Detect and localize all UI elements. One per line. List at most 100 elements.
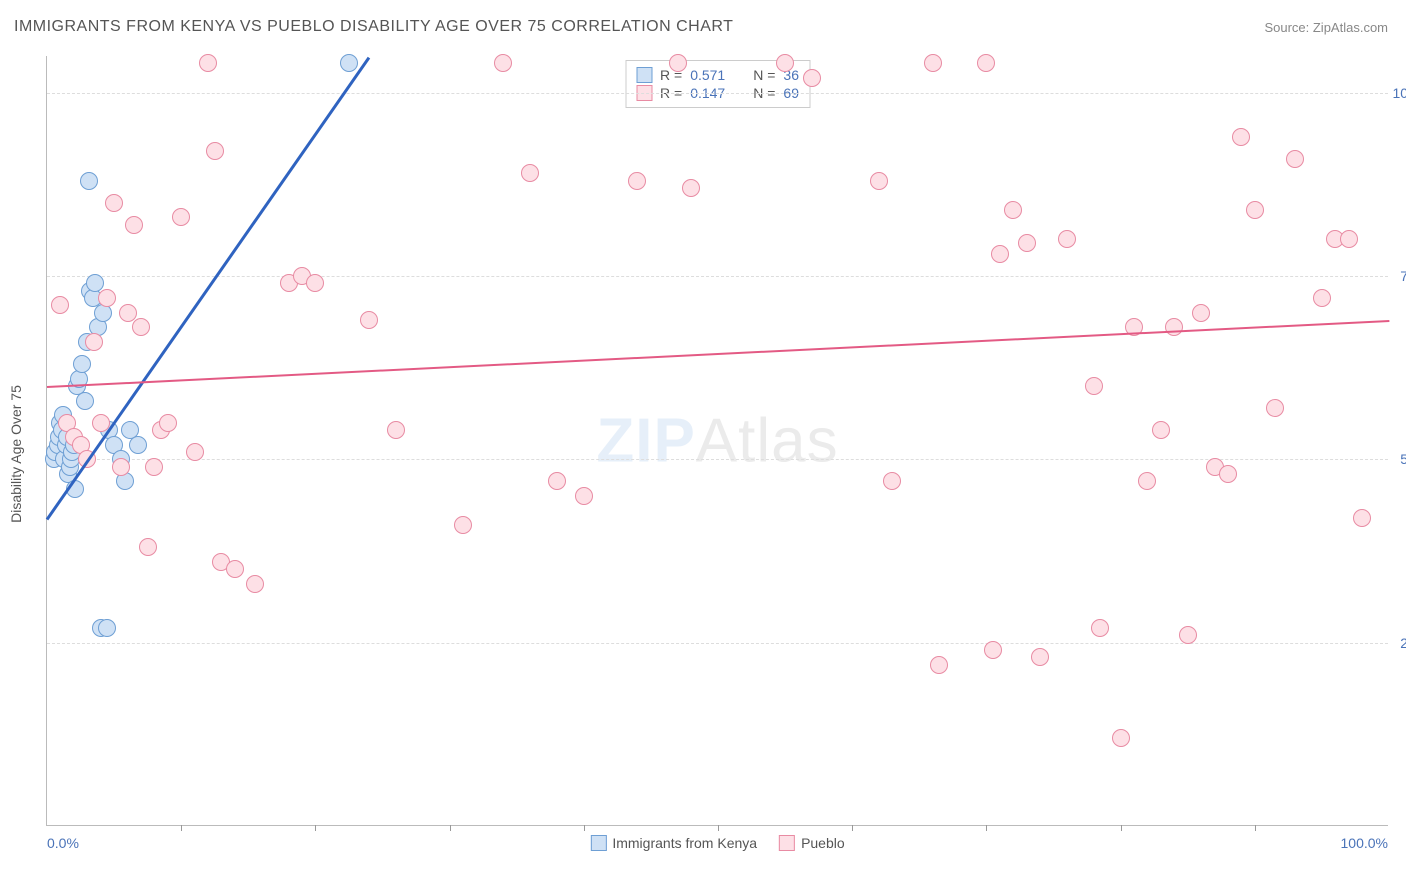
scatter-point — [125, 216, 143, 234]
scatter-point — [1165, 318, 1183, 336]
legend-n-label: N = — [753, 67, 775, 83]
scatter-point — [803, 69, 821, 87]
scatter-point — [139, 538, 157, 556]
scatter-point — [1353, 509, 1371, 527]
scatter-point — [1246, 201, 1264, 219]
scatter-point — [521, 164, 539, 182]
legend-item: Immigrants from Kenya — [590, 835, 757, 851]
scatter-point — [1179, 626, 1197, 644]
scatter-point — [682, 179, 700, 197]
source-attribution: Source: ZipAtlas.com — [1264, 20, 1388, 35]
watermark: ZIPAtlas — [596, 405, 838, 476]
scatter-point — [98, 619, 116, 637]
x-axis-min-label: 0.0% — [47, 835, 79, 851]
x-tick-mark — [718, 825, 719, 831]
scatter-point — [85, 333, 103, 351]
scatter-point — [1112, 729, 1130, 747]
legend-row: R =0.571N =36 — [636, 67, 799, 83]
scatter-point — [669, 54, 687, 72]
scatter-plot-area: ZIPAtlas R =0.571N =36R =0.147N =69 Immi… — [46, 56, 1388, 826]
scatter-point — [1004, 201, 1022, 219]
legend-label: Pueblo — [801, 835, 845, 851]
scatter-point — [105, 194, 123, 212]
scatter-point — [112, 458, 130, 476]
scatter-point — [306, 274, 324, 292]
scatter-point — [246, 575, 264, 593]
scatter-point — [387, 421, 405, 439]
scatter-point — [51, 296, 69, 314]
scatter-point — [977, 54, 995, 72]
legend-r-value: 0.571 — [690, 67, 725, 83]
scatter-point — [80, 172, 98, 190]
x-tick-mark — [1121, 825, 1122, 831]
scatter-point — [1091, 619, 1109, 637]
y-tick-label: 75.0% — [1400, 268, 1406, 284]
scatter-point — [360, 311, 378, 329]
scatter-point — [340, 54, 358, 72]
scatter-point — [930, 656, 948, 674]
scatter-point — [1085, 377, 1103, 395]
scatter-point — [454, 516, 472, 534]
scatter-point — [129, 436, 147, 454]
scatter-point — [870, 172, 888, 190]
scatter-point — [159, 414, 177, 432]
scatter-point — [186, 443, 204, 461]
watermark-bold: ZIP — [596, 406, 695, 475]
legend-item: Pueblo — [779, 835, 845, 851]
watermark-light: Atlas — [696, 406, 839, 475]
scatter-point — [1313, 289, 1331, 307]
x-tick-mark — [450, 825, 451, 831]
x-tick-mark — [852, 825, 853, 831]
scatter-point — [1192, 304, 1210, 322]
x-tick-mark — [986, 825, 987, 831]
legend-swatch — [590, 835, 606, 851]
scatter-point — [1058, 230, 1076, 248]
scatter-point — [1286, 150, 1304, 168]
scatter-point — [1138, 472, 1156, 490]
scatter-point — [924, 54, 942, 72]
scatter-point — [73, 355, 91, 373]
y-axis-label: Disability Age Over 75 — [8, 385, 24, 523]
legend-label: Immigrants from Kenya — [612, 835, 757, 851]
gridline — [47, 276, 1388, 277]
y-tick-label: 25.0% — [1400, 635, 1406, 651]
scatter-point — [883, 472, 901, 490]
series-legend: Immigrants from Kenya Pueblo — [590, 835, 844, 851]
x-tick-mark — [1255, 825, 1256, 831]
x-tick-mark — [584, 825, 585, 831]
scatter-point — [1219, 465, 1237, 483]
scatter-point — [76, 392, 94, 410]
scatter-point — [226, 560, 244, 578]
scatter-point — [206, 142, 224, 160]
gridline — [47, 459, 1388, 460]
scatter-point — [494, 54, 512, 72]
scatter-point — [119, 304, 137, 322]
scatter-point — [991, 245, 1009, 263]
scatter-point — [132, 318, 150, 336]
scatter-point — [1340, 230, 1358, 248]
scatter-point — [628, 172, 646, 190]
scatter-point — [172, 208, 190, 226]
scatter-point — [548, 472, 566, 490]
x-axis-max-label: 100.0% — [1341, 835, 1388, 851]
x-tick-mark — [181, 825, 182, 831]
x-tick-mark — [315, 825, 316, 831]
legend-swatch — [779, 835, 795, 851]
gridline — [47, 93, 1388, 94]
scatter-point — [1266, 399, 1284, 417]
scatter-point — [1031, 648, 1049, 666]
scatter-point — [1152, 421, 1170, 439]
scatter-point — [575, 487, 593, 505]
scatter-point — [1232, 128, 1250, 146]
trend-line — [47, 320, 1389, 388]
scatter-point — [199, 54, 217, 72]
scatter-point — [98, 289, 116, 307]
legend-swatch — [636, 67, 652, 83]
y-tick-label: 100.0% — [1393, 85, 1406, 101]
scatter-point — [984, 641, 1002, 659]
scatter-point — [145, 458, 163, 476]
chart-title: IMMIGRANTS FROM KENYA VS PUEBLO DISABILI… — [14, 18, 733, 36]
y-tick-label: 50.0% — [1400, 451, 1406, 467]
scatter-point — [776, 54, 794, 72]
scatter-point — [1018, 234, 1036, 252]
